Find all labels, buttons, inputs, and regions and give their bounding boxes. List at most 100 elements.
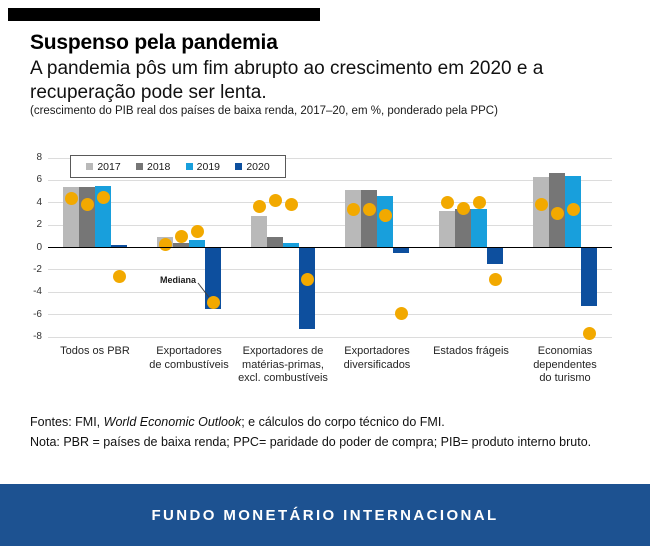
legend-label-2018: 2018: [146, 160, 171, 173]
gridline-y--6: [48, 314, 612, 316]
legend-marker-2020: [235, 163, 243, 170]
sources-publication: World Economic Outlook: [103, 415, 242, 429]
y-tick-label--6: -6: [33, 308, 42, 320]
bar-2020-3: [393, 247, 409, 254]
gridline-y-8: [48, 157, 612, 159]
chart-subtitle: A pandemia pôs um fim abrupto ao crescim…: [30, 58, 544, 103]
median-dot-2020-3: [394, 307, 408, 320]
median-dot-2020-5: [582, 327, 596, 341]
legend-item-2020: 2020: [235, 160, 270, 173]
sources-suffix: ; e cálculos do corpo técnico do FMI.: [241, 415, 445, 429]
y-tick-label-2: 2: [36, 219, 42, 231]
category-label-line: Exportadores: [156, 345, 222, 357]
bar-2020-1: [205, 247, 221, 310]
median-dot-2020-4: [488, 273, 502, 287]
y-tick-label--2: -2: [33, 263, 42, 275]
gridline-y-4: [48, 202, 612, 204]
category-label-line: excl. combustíveis: [238, 372, 328, 384]
category-label-3: Exportadores diversificados: [316, 345, 438, 372]
bar-2017-5: [533, 177, 549, 248]
chart-legend: 2017 2018 2019 2020: [70, 155, 286, 178]
median-dot-2019-0: [96, 190, 110, 204]
legend-item-2018: 2018: [135, 160, 171, 173]
category-label-4: Estados frágeis: [410, 345, 532, 359]
bar-2017-2: [251, 216, 267, 248]
zero-axis-line: [48, 246, 612, 249]
sources-prefix: Fontes: FMI,: [30, 415, 104, 429]
legend-marker-2018: [135, 163, 143, 170]
gridline-y-6: [48, 179, 612, 181]
category-label-line: Todos os PBR: [60, 345, 130, 357]
bar-2020-0: [111, 245, 127, 248]
bar-2020-2: [299, 247, 315, 330]
median-dot-2018-2: [268, 194, 282, 207]
median-dot-2020-2: [300, 273, 314, 287]
bar-2019-1: [189, 239, 205, 248]
bar-2020-5: [581, 247, 597, 306]
y-tick-label-8: 8: [36, 152, 42, 163]
legend-item-2019: 2019: [185, 160, 221, 173]
median-dot-2019-4: [472, 196, 486, 210]
legend-item-2017: 2017: [86, 160, 121, 173]
y-tick-label-0: 0: [36, 241, 42, 253]
page-title: Suspenso pela pandemia: [30, 31, 278, 54]
gridline-y--8: [48, 336, 612, 338]
median-dot-2020-0: [112, 270, 126, 284]
category-label-line: Estados frágeis: [433, 345, 509, 357]
category-label-line: de combustíveis: [149, 358, 229, 371]
y-tick-label-4: 4: [36, 196, 42, 208]
median-dot-2018-1: [174, 229, 188, 243]
median-dot-2017-0: [64, 191, 78, 205]
bar-2020-4: [487, 247, 503, 265]
sources-note: Fontes: FMI, World Economic Outlook; e c…: [30, 415, 630, 429]
median-dot-2018-4: [456, 201, 470, 215]
median-dot-2018-5: [550, 207, 564, 221]
legend-marker-2019: [185, 163, 193, 170]
definitions-note: Nota: PBR = países de baixa renda; PPC= …: [30, 435, 592, 449]
median-dot-2019-5: [566, 202, 580, 216]
legend-marker-2017: [86, 163, 94, 170]
category-label-line: Economias: [537, 345, 593, 357]
median-dot-2019-3: [378, 208, 392, 222]
median-dot-2017-5: [534, 198, 548, 212]
category-label-line: dependentes: [533, 358, 597, 371]
legend-label-2020: 2020: [246, 160, 270, 173]
legend-label-2017: 2017: [97, 160, 121, 173]
bar-2018-4: [455, 209, 471, 248]
median-annotation-label: Mediana: [159, 275, 196, 285]
category-label-line: matérias-primas,: [242, 358, 324, 371]
imf-footer-bar: FUNDO MONETÁRIO INTERNACIONAL: [0, 484, 650, 546]
bar-2019-3: [377, 196, 393, 248]
category-label-1: Exportadores de combustíveis: [128, 345, 250, 372]
category-label-2: Exportadores de matérias-primas, excl. com…: [222, 345, 344, 386]
x-axis-labels: Todos os PBR Exportadores de combustíveis E…: [48, 345, 612, 395]
bar-2018-2: [267, 237, 283, 248]
bar-2019-2: [283, 243, 299, 248]
median-dot-2017-2: [252, 199, 266, 213]
median-dot-2017-4: [440, 196, 454, 210]
gridline-y-2: [48, 224, 612, 226]
median-dot-2018-3: [362, 202, 376, 216]
category-label-5: Economias dependentes do turismo: [504, 345, 626, 386]
category-label-line: diversificados: [343, 358, 411, 371]
median-annotation-pointer: [197, 282, 210, 298]
median-dot-2019-2: [284, 198, 298, 212]
gridline-y--2: [48, 269, 612, 271]
category-label-line: Exportadores de: [242, 345, 324, 357]
median-dot-2018-0: [80, 198, 94, 212]
imf-brand-name: FUNDO MONETÁRIO INTERNACIONAL: [151, 506, 499, 524]
top-accent-bar: [8, 8, 320, 21]
legend-label-2019: 2019: [196, 160, 221, 173]
bar-2018-1: [173, 243, 189, 248]
chart-spec-note: (crescimento do PIB real dos países de b…: [30, 105, 498, 117]
category-label-line: do turismo: [539, 372, 591, 384]
category-label-line: Exportadores: [344, 345, 410, 357]
median-dot-2019-1: [190, 225, 204, 239]
median-dot-2017-3: [346, 202, 360, 216]
bar-2017-4: [439, 210, 455, 248]
y-tick-label--4: -4: [33, 286, 42, 298]
category-label-0: Todos os PBR: [34, 345, 156, 359]
median-dot-2020-1: [206, 295, 220, 309]
y-tick-label--8: -8: [33, 331, 42, 342]
